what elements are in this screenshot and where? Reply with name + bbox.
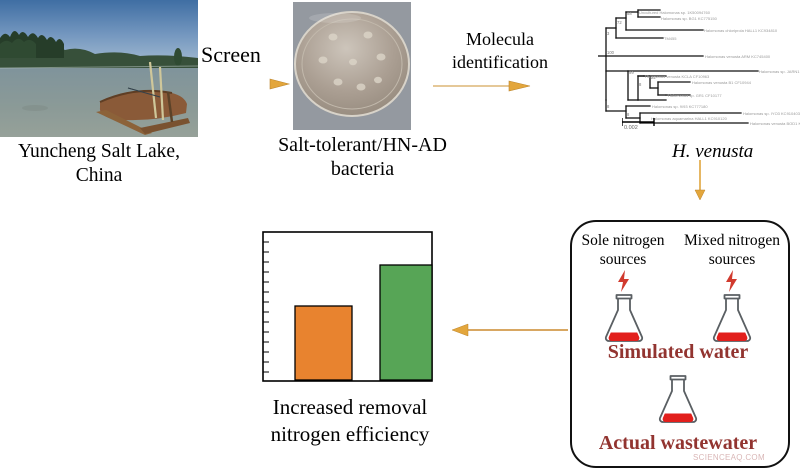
svg-text:Halomonas venusta KCLA CF10963: Halomonas venusta KCLA CF10963 xyxy=(645,74,710,79)
svg-text:3: 3 xyxy=(607,31,610,36)
svg-text:8: 8 xyxy=(607,104,610,109)
svg-text:Halomonas sp. GR1 CF10177: Halomonas sp. GR1 CF10177 xyxy=(668,93,722,98)
svg-text:Halomonas sp. JARN1 000745975: Halomonas sp. JARN1 000745975 xyxy=(759,69,800,74)
svg-text:88: 88 xyxy=(627,11,632,16)
svg-text:72: 72 xyxy=(617,20,622,25)
svg-text:99: 99 xyxy=(629,70,634,75)
svg-text:TM455: TM455 xyxy=(664,36,677,41)
svg-text:Halomonas sp. 9/93 KC777180: Halomonas sp. 9/93 KC777180 xyxy=(652,104,708,109)
svg-text:100: 100 xyxy=(607,50,615,55)
svg-text:8: 8 xyxy=(639,82,642,87)
svg-text:Halomonas chloriprola HALL1 KC: Halomonas chloriprola HALL1 KC934810 xyxy=(704,28,778,33)
svg-text:Halomonas venusta BOD1 KC91041: Halomonas venusta BOD1 KC910412 xyxy=(750,121,800,126)
svg-text:Halomonas venusta B1 CF10944: Halomonas venusta B1 CF10944 xyxy=(692,80,752,85)
svg-text:Halomonas venusta ARM KC745400: Halomonas venusta ARM KC745400 xyxy=(705,54,771,59)
svg-text:Halomonas sp. BG1 KC775150: Halomonas sp. BG1 KC775150 xyxy=(661,16,718,21)
svg-text:Halomonas sp. IYO3 KC910403: Halomonas sp. IYO3 KC910403 xyxy=(743,111,800,116)
svg-text:Uncultured Halomonas sp. 1K500: Uncultured Halomonas sp. 1K50094760 xyxy=(639,10,711,15)
